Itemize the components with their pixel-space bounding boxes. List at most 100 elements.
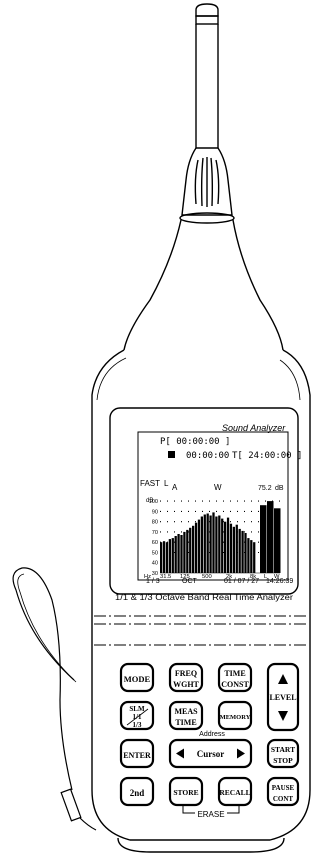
brand-label: Sound Analyzer: [222, 423, 286, 433]
spectrum-bar: [168, 539, 171, 573]
y-tick-label: 60: [152, 540, 158, 546]
cursor-left-icon[interactable]: [176, 748, 184, 759]
spectrum-bar: [186, 529, 189, 573]
neck-left: [123, 219, 182, 351]
mic-vents: [194, 157, 220, 207]
p-time-label: P[ 00:00:00 ]: [160, 437, 230, 447]
response-mode: FAST: [140, 479, 160, 488]
spectrum-bar: [194, 522, 198, 573]
spectrum-bar: [221, 518, 224, 573]
strap-clip: [60, 788, 82, 822]
band-label: OCT: [182, 578, 198, 585]
band-mode: 1 / 3: [146, 578, 160, 585]
analyzer-footer-label: 1/1 & 1/3 Octave Band Real Time Analyzer: [115, 593, 293, 602]
spectrum-bar: [162, 541, 166, 573]
y-tick-label: 100: [149, 499, 158, 505]
device-body: [91, 349, 311, 853]
x-tick-label: 125: [180, 574, 190, 580]
x-tick-label: 500: [202, 574, 212, 580]
cursor-button-label: Cursor: [197, 749, 225, 759]
recall-button[interactable]: RECALL: [217, 776, 253, 807]
wrist-strap: [12, 567, 97, 831]
spectrum-bar: [165, 542, 169, 573]
store-button[interactable]: STORE: [168, 776, 204, 807]
x-tick-label: W: [274, 574, 280, 580]
spectrum-bar: [203, 514, 206, 573]
spectrum-bar: [229, 523, 233, 573]
memory-button[interactable]: MEMORY: [217, 700, 253, 731]
y-tick-label: 50: [152, 551, 158, 557]
spectrum-bar: [241, 530, 244, 573]
pause-cont-button[interactable]: PAUSE CONT: [266, 776, 300, 807]
spectrum-bar: [218, 515, 221, 573]
x-tick-label: Hz: [144, 574, 151, 580]
body-outline: [91, 349, 311, 841]
overall-bar: [267, 501, 274, 573]
erase-label: ERASE: [197, 810, 224, 819]
wght-button-label: WGHT: [173, 680, 199, 689]
level-up-icon[interactable]: [278, 674, 288, 684]
mic-preamp: [181, 147, 233, 216]
level-letter: L: [164, 479, 169, 488]
y-tick-label: 30: [152, 571, 158, 577]
spectrum-bar: [200, 516, 203, 573]
x-tick-label: 2k: [226, 574, 232, 580]
address-label: Address: [199, 731, 225, 738]
cont-button-label: CONT: [273, 795, 294, 803]
meas-button-label: MEAS: [174, 707, 198, 716]
weighting-w: W: [214, 483, 222, 492]
x-tick-label: L: [264, 574, 268, 580]
record-indicator: [168, 451, 175, 458]
level-button-label: LEVEL: [269, 693, 296, 702]
octave-1-3-label: 1/3: [133, 721, 142, 729]
freq-weight-button[interactable]: FREQ WGHT: [168, 662, 204, 693]
mode-button[interactable]: MODE: [119, 662, 155, 693]
level-button[interactable]: LEVEL: [266, 662, 300, 732]
elapsed-time: 00:00:00: [186, 451, 229, 461]
body-inner-edge: [96, 357, 301, 401]
spectrum-bar: [232, 526, 235, 573]
start-stop-button[interactable]: START STOP: [266, 738, 300, 769]
spectrum-bar: [197, 519, 201, 573]
spectrum-bar: [212, 512, 215, 573]
spectrum-bar: [244, 533, 247, 573]
slm-octave-button[interactable]: SLM 1/1 1/3: [119, 700, 155, 731]
level-value: 75.2: [258, 485, 272, 492]
level-down-icon[interactable]: [278, 711, 288, 721]
recall-button-label: RECALL: [219, 788, 250, 797]
spectrum-bar: [177, 534, 180, 573]
freq-button-label: FREQ: [175, 669, 197, 678]
body-base: [117, 837, 285, 853]
meas-time-button[interactable]: MEAS TIME: [168, 700, 204, 731]
spectrum-bar: [250, 540, 253, 573]
spectrum-bar: [180, 535, 183, 573]
spectrum-bar: [183, 531, 186, 573]
start-button-label: START: [271, 745, 295, 754]
spectrum-bar: [174, 536, 177, 573]
mic-collar: [179, 212, 235, 224]
time-const-button[interactable]: TIME CONST: [217, 662, 253, 693]
overall-bar: [260, 505, 267, 573]
second-function-button[interactable]: 2nd: [119, 776, 155, 807]
spectrum-bar: [226, 517, 230, 573]
t-time-label: T[ 24:00:00 ]: [232, 451, 302, 461]
overall-bar: [274, 508, 281, 573]
pause-button-label: PAUSE: [272, 784, 295, 792]
const-button-label: CONST: [221, 680, 249, 689]
mic-ring: [195, 15, 219, 25]
spectrum-bar: [206, 513, 209, 573]
slm-button-label: SLM: [129, 705, 145, 713]
strap-end: [79, 817, 97, 831]
strap-inner: [17, 573, 77, 683]
enter-button-label: ENTER: [123, 751, 151, 760]
keypad: MODE FREQ WGHT TIME CONST LEVEL SLM 1/1 …: [119, 662, 300, 819]
spectrum-bar: [209, 515, 212, 573]
cursor-right-icon[interactable]: [237, 748, 245, 759]
spectrum-bar: [192, 525, 195, 573]
time-button-label: TIME: [224, 669, 245, 678]
cursor-button[interactable]: Cursor: [168, 738, 253, 769]
weighting-a: A: [172, 483, 178, 492]
enter-button[interactable]: ENTER: [119, 738, 155, 769]
